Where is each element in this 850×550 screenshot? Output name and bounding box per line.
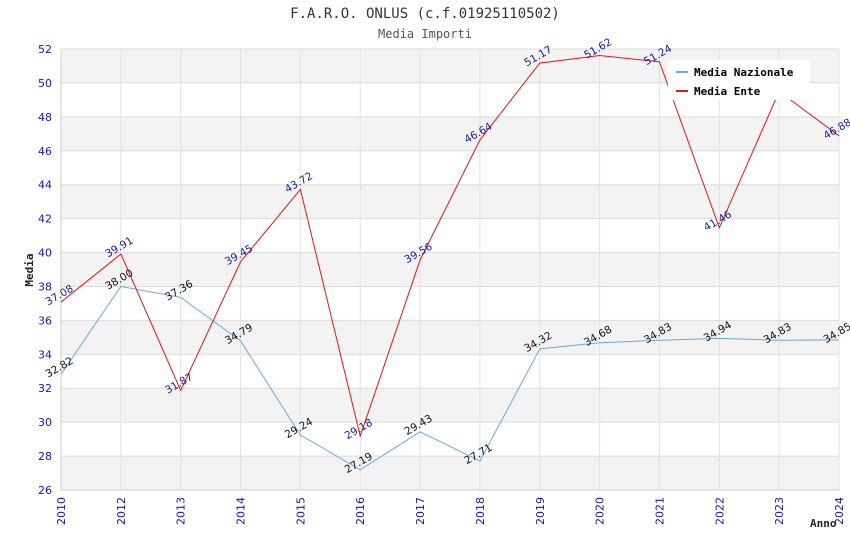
x-tick-label: 2014	[235, 497, 248, 525]
grid-lines	[60, 48, 840, 491]
grid-band	[61, 320, 839, 355]
x-tick-label: 2013	[175, 497, 188, 525]
x-tick-label: 2010	[55, 497, 68, 525]
y-tick-label: 36	[38, 314, 52, 327]
y-tick-label: 26	[38, 484, 52, 497]
y-tick-label: 44	[38, 179, 52, 192]
y-tick-label: 28	[38, 450, 52, 463]
x-tick-label: 2012	[115, 497, 128, 525]
y-tick-label: 46	[38, 145, 52, 158]
legend-entry: Media Nazionale	[694, 66, 794, 79]
grid-bands	[61, 49, 839, 490]
x-axis-ticks: 2010 2012 2013 2014 2015 2016 2017 2018 2019 2020…	[55, 497, 846, 525]
y-tick-label: 30	[38, 416, 52, 429]
x-tick-label: 2024	[833, 497, 846, 525]
x-axis-label: Anno	[810, 517, 837, 530]
grid-band	[61, 388, 839, 423]
legend: Media Nazionale Media Ente	[668, 60, 810, 100]
grid-band	[61, 116, 839, 151]
y-axis-label: Media	[23, 253, 36, 286]
y-tick-label: 38	[38, 280, 52, 293]
y-tick-label: 48	[38, 111, 52, 124]
grid-band	[61, 456, 839, 490]
x-tick-label: 2015	[294, 497, 307, 525]
series-lines	[60, 54, 840, 471]
x-tick-label: 2016	[354, 497, 367, 525]
series-line-media-ente	[60, 54, 840, 438]
x-tick-label: 2019	[534, 497, 547, 525]
series-line-media-nazionale	[60, 285, 840, 471]
legend-background	[668, 60, 810, 100]
y-tick-label: 52	[38, 43, 52, 56]
chart-title: F.A.R.O. ONLUS (c.f.01925110502)	[290, 6, 560, 22]
x-tick-label: 2018	[474, 497, 487, 525]
y-tick-label: 34	[38, 348, 52, 361]
y-tick-label: 32	[38, 382, 52, 395]
grid-band	[61, 184, 839, 219]
x-tick-label: 2020	[594, 497, 607, 525]
x-tick-label: 2021	[653, 497, 666, 525]
y-axis-ticks: 26 28 30 32 34 36 38 40 42 44 46 48 50 52	[38, 43, 52, 497]
chart-subtitle: Media Importi	[378, 27, 472, 41]
x-tick-label: 2023	[773, 497, 786, 525]
grid-band	[61, 252, 839, 287]
x-tick-label: 2022	[713, 497, 726, 525]
x-tick-label: 2017	[414, 497, 427, 525]
y-tick-label: 42	[38, 213, 52, 226]
legend-entry: Media Ente	[694, 85, 761, 98]
y-tick-label: 50	[38, 77, 52, 90]
y-tick-label: 40	[38, 247, 52, 260]
